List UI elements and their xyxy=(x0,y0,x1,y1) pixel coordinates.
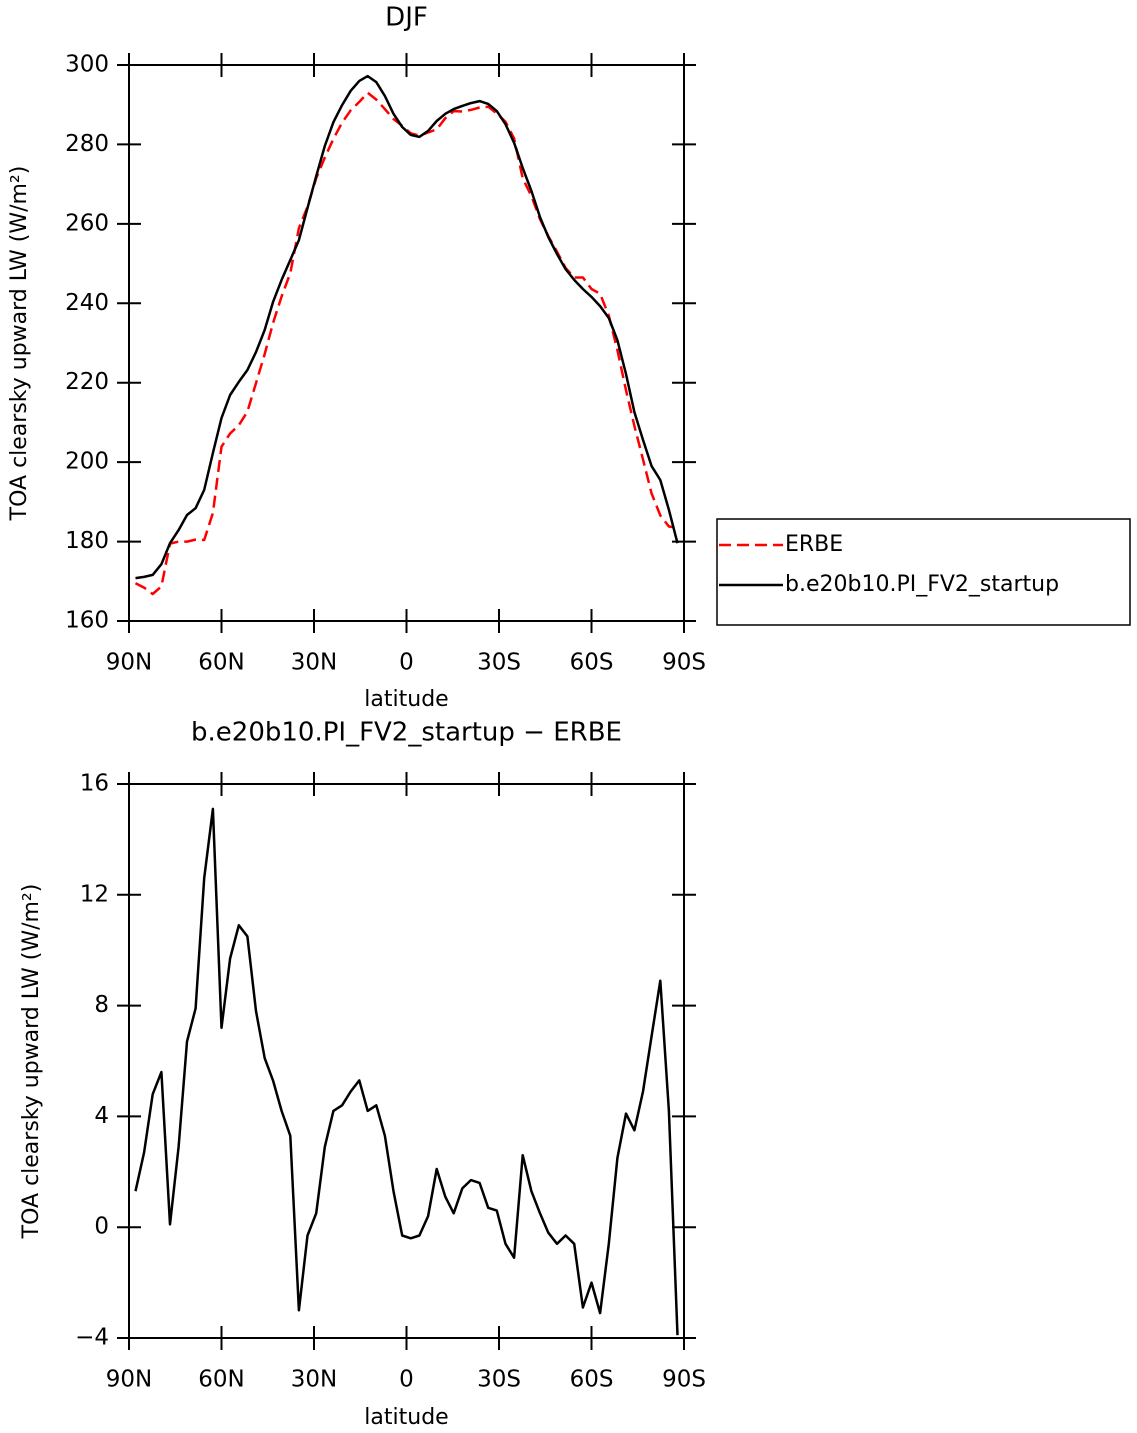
chart-title: b.e20b10.PI_FV2_startup − ERBE xyxy=(191,718,622,748)
x-tick-label: 30N xyxy=(291,1367,337,1393)
x-tick-label: 60N xyxy=(198,650,244,676)
legend-box xyxy=(716,518,1131,626)
x-axis-label: latitude xyxy=(364,1405,448,1430)
y-tick-label: 240 xyxy=(65,290,109,316)
y-tick-label: 280 xyxy=(65,131,109,157)
y-axis-label: TOA clearsky upward LW (W/m²) xyxy=(7,166,32,522)
x-tick-label: 60S xyxy=(570,650,614,676)
y-tick-label: 180 xyxy=(65,528,109,554)
plot-frame xyxy=(128,783,685,1339)
y-tick-label: 4 xyxy=(94,1103,109,1129)
data-line xyxy=(135,74,679,580)
x-tick-label: 30S xyxy=(477,650,521,676)
x-tick-label: 0 xyxy=(399,1367,414,1393)
x-tick-label: 60S xyxy=(570,1367,614,1393)
y-tick-label: 16 xyxy=(80,771,109,797)
x-tick-label: 90N xyxy=(106,650,152,676)
legend-label: b.e20b10.PI_FV2_startup xyxy=(785,572,1059,597)
x-tick-label: 30N xyxy=(291,650,337,676)
x-tick-label: 60N xyxy=(198,1367,244,1393)
y-tick-label: 0 xyxy=(94,1214,109,1240)
x-axis-label: latitude xyxy=(364,687,448,712)
y-tick-label: −4 xyxy=(75,1325,109,1351)
y-tick-label: 260 xyxy=(65,210,109,236)
x-tick-label: 0 xyxy=(399,650,414,676)
y-tick-label: 200 xyxy=(65,449,109,475)
x-tick-label: 90S xyxy=(662,1367,706,1393)
y-tick-label: 160 xyxy=(65,608,109,634)
y-axis-label: TOA clearsky upward LW (W/m²) xyxy=(19,884,44,1240)
x-tick-label: 90N xyxy=(106,1367,152,1393)
data-line xyxy=(134,807,679,1336)
legend-label: ERBE xyxy=(785,532,843,557)
y-tick-label: 300 xyxy=(65,52,109,78)
y-tick-label: 8 xyxy=(94,992,109,1018)
y-tick-label: 12 xyxy=(80,881,109,907)
x-tick-label: 30S xyxy=(477,1367,521,1393)
plot-frame xyxy=(128,64,685,622)
chart-title: DJF xyxy=(385,3,428,33)
data-line xyxy=(134,91,678,596)
y-tick-label: 220 xyxy=(65,369,109,395)
x-tick-label: 90S xyxy=(662,650,706,676)
